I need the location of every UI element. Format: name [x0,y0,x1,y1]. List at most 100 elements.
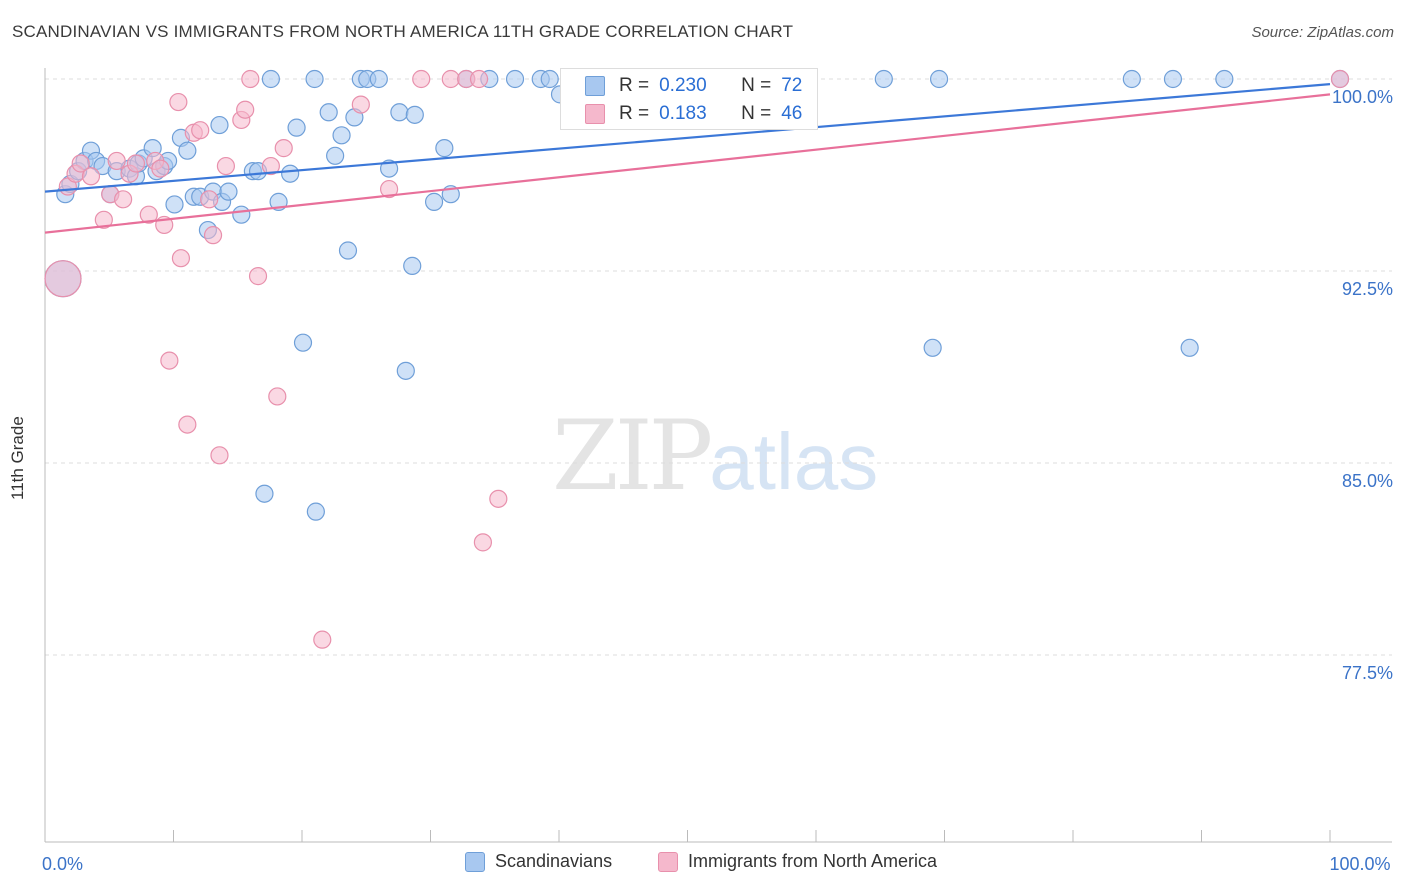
scandinavian-point [326,146,345,165]
scandinavian-point [319,103,338,122]
legend-label-scandinavians: Scandinavians [495,851,613,871]
scandinavian-point [287,118,306,137]
scandinavian-point [505,69,525,89]
stats-swatch-immigrants [585,104,605,124]
scandinavian-point [261,69,280,89]
stats-r-label: R = [619,103,650,124]
scandinavian-point [369,69,388,89]
immigrant-trendline [44,93,1331,234]
scandinavian-point [178,141,197,160]
scandinavian-point [403,256,422,275]
immigrant-point [216,156,236,176]
immigrant-point [107,151,126,171]
stats-r-value-scandinavians: 0.230 [659,75,707,96]
y-axis-label: 11th Grade [8,416,27,500]
scandinavian-point [1163,69,1183,89]
immigrant-point [191,121,210,140]
watermark-atlas: atlas [709,417,879,506]
y-tick-label: 77.5% [1342,663,1393,683]
scandinavian-point [210,115,229,135]
stats-n-label: N = [741,75,772,96]
scandinavian-point [1215,69,1234,89]
x-tick-label: 100.0% [1329,854,1390,874]
immigrant-point [473,533,493,552]
scandinavian-point [390,103,409,122]
immigrant-point [469,69,489,89]
legend-swatch-scandinavians [465,851,485,872]
y-tick-label: 100.0% [1332,87,1393,107]
stats-n-label: N = [741,103,772,124]
watermark: ZIPatlas [552,400,878,512]
scandinavian-point [255,484,274,503]
immigrant-point [241,69,260,89]
immigrant-point [1330,69,1350,89]
stats-r-label: R = [619,75,650,96]
scandinavian-point [540,69,559,89]
immigrant-point [169,92,188,112]
scandinavian-point [380,159,399,178]
immigrant-point [200,190,219,209]
immigrant-point [268,387,287,406]
scandinavian-point [435,139,454,158]
scandinavian-point [306,502,325,521]
scandinavian-point [923,338,942,357]
scandinavian-trendline [44,83,1331,193]
immigrant-point [114,190,133,209]
scandinavian-point [1180,338,1199,357]
scandinavian-point [293,333,313,352]
scandinavian-point [1122,69,1141,89]
scandinavian-point [332,126,351,145]
immigrant-point [313,630,332,649]
scandinavian-point [165,195,184,214]
y-tick-label: 92.5% [1342,279,1393,299]
immigrant-point [248,267,268,286]
immigrant-point [351,95,370,114]
x-tick-label: 0.0% [42,854,83,874]
immigrant-point [412,69,431,89]
scandinavian-point [338,241,358,260]
legend-swatch-immigrants [658,851,678,872]
y-tick-label: 85.0% [1342,471,1393,491]
immigrant-point [151,159,170,178]
scandinavian-point [405,105,424,124]
stats-n-value-scandinavians: 72 [781,75,803,96]
scandinavian-point [281,164,300,183]
immigrant-point [489,489,508,508]
immigrant-point [261,156,280,176]
stats-row-immigrants: R = 0.183 N = 46 [585,101,803,127]
stats-r-value-immigrants: 0.183 [659,103,707,124]
immigrant-point [203,226,223,245]
immigrant-point [171,249,191,268]
immigrant-point [178,415,197,434]
chart-title: SCANDINAVIAN VS IMMIGRANTS FROM NORTH AM… [12,22,794,41]
scandinavian-point [305,69,324,89]
source-note: Source: ZipAtlas.com [1251,24,1394,41]
legend-item-immigrants[interactable]: Immigrants from North America [658,851,937,872]
scandinavian-point [219,182,238,201]
scandinavian-point [929,69,949,89]
stats-swatch-scandinavians [585,76,605,96]
immigrant-point [274,139,293,158]
scandinavian-point [396,361,415,380]
immigrant-point [160,351,179,370]
immigrant-point [126,154,146,173]
stats-n-value-immigrants: 46 [781,103,803,124]
scandinavian-point [232,205,251,224]
immigrant-point [380,179,399,199]
stats-row-scandinavians: R = 0.230 N = 72 [585,73,803,99]
stats-legend: R = 0.230 N = 72 R = 0.183 N = 46 [560,68,818,130]
watermark-zip: ZIP [552,400,713,512]
immigrant-point [81,167,101,186]
legend-label-immigrants: Immigrants from North America [688,851,938,871]
immigrant-point [441,69,460,89]
bottom-legend: Scandinavians Immigrants from North Amer… [0,851,1406,877]
immigrant-point [44,260,82,298]
immigrant-point [210,446,229,465]
immigrant-point [94,210,113,229]
immigrant-point [236,100,255,119]
scandinavian-point [874,69,893,89]
immigrant-point [71,154,90,173]
scandinavian-point [424,192,444,211]
legend-item-scandinavians[interactable]: Scandinavians [465,851,612,872]
